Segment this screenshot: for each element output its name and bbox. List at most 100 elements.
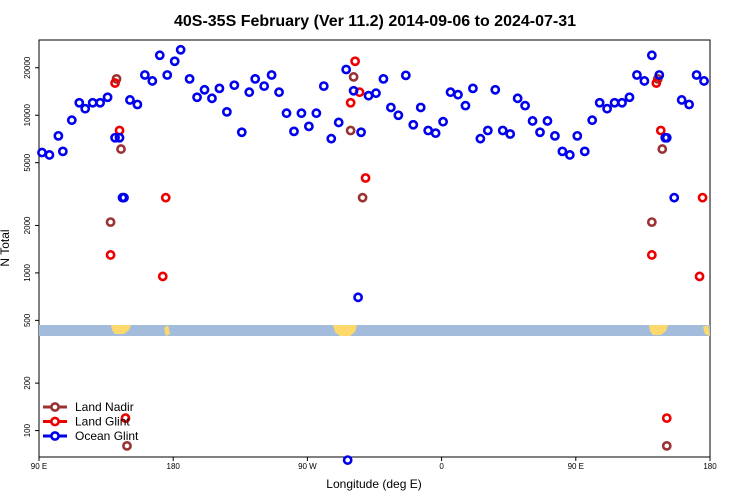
ocean-glint-point [132,99,143,110]
ocean-glint-point [438,116,448,127]
ocean-glint-point [393,110,404,121]
ocean-glint-point [147,76,158,86]
ocean-glint-point [289,126,299,137]
ocean-glint-point [660,132,671,143]
x-tick-label: 90 E [568,462,584,471]
land-nadir-point [357,192,368,203]
ocean-glint-point [311,108,322,119]
ocean-glint-point [221,106,232,117]
ocean-glint-point [95,97,106,108]
land-glint-point [661,413,672,424]
ocean-glint-point [169,56,180,67]
ocean-glint-point [318,81,329,92]
y-tick-label: 2000 [23,216,32,234]
land-nadir-point [122,440,132,451]
land-nadir-point [345,125,356,136]
ocean-glint-point [676,95,687,105]
ocean-glint-point [550,130,560,141]
ocean-glint-point [460,100,471,111]
ocean-glint-point [669,192,680,203]
ocean-glint-point [199,84,210,95]
x-axis-label: Longitude (deg E) [326,477,421,491]
ocean-glint-point [342,455,353,465]
legend-marker-ocean-glint [50,431,60,441]
ocean-glint-point [184,73,195,84]
ocean-glint-point [490,84,501,95]
ocean-glint-point [57,146,68,157]
chart-title: 40S-35S February (Ver 11.2) 2014-09-06 t… [174,13,576,30]
ocean-glint-point [37,147,47,158]
ocean-glint-point [646,50,657,61]
ocean-glint-point [175,44,186,55]
ocean-glint-point [162,70,173,80]
ocean-glint-point [44,150,55,160]
land-patch-new-zealand-repeat [703,325,710,336]
legend-marker-land-glint [50,416,60,427]
ocean-glint-point [326,133,337,144]
world-map-strip [39,325,710,336]
y-tick-label: 100 [23,423,32,437]
ocean-glint-point [505,129,516,139]
ocean-glint-point [274,87,284,98]
ocean-glint-point [415,102,426,113]
land-glint-point [160,192,171,203]
ocean-glint-point [639,76,650,86]
land-nadir-point [116,144,126,154]
ocean-glint-point [87,97,98,108]
land-nadir-point [348,72,359,82]
ocean-glint-point [408,119,419,130]
land-glint-point [697,192,708,203]
land-glint-point [345,97,356,108]
ocean-glint-point [602,103,613,114]
land-nadir-point [657,144,668,154]
land-patch-australia-repeat [649,325,668,335]
legend-label-land-glint: Land Glint [75,415,130,429]
ocean-glint-point [192,92,202,103]
ocean-glint-point [684,99,695,110]
ocean-glint-point [66,115,77,126]
ocean-glint-point [445,87,456,98]
plot-area [37,39,711,465]
ocean-glint-point [281,108,292,119]
ocean-glint-point [632,70,642,80]
y-tick-label: 5000 [23,153,32,171]
legend-label-land-nadir: Land Nadir [75,400,134,414]
land-glint-point [120,413,131,424]
x-tick-label: 180 [167,462,181,471]
ocean-glint-point [423,125,434,136]
ocean-glint-point [542,116,553,126]
ocean-glint-point [564,150,575,160]
land-nadir-point [105,217,116,228]
y-tick-label: 1000 [23,263,32,281]
ocean-glint-point [497,125,508,136]
ocean-glint-point [654,70,665,80]
ocean-glint-point [512,93,523,104]
land-glint-point [157,271,168,282]
ocean-glint-point [363,90,374,101]
land-patch-south-america [333,325,357,336]
y-axis-label: N Total [0,229,12,266]
ocean-glint-point [102,92,113,103]
ocean-glint-point [207,93,217,104]
ocean-glint-point [341,64,352,75]
land-glint-point [651,78,662,88]
ocean-glint-point [594,97,605,108]
x-tick-label: 90 W [298,462,317,471]
x-axis: 90 E 180 90 W 0 90 E 180 [31,457,717,471]
y-axis: 100 200 500 1000 2000 5000 10000 20000 [23,56,39,437]
land-nadir-point [646,217,657,228]
ocean-glint-point [609,97,620,108]
y-tick-label: 500 [23,313,32,327]
ocean-glint-point [430,128,441,139]
ocean-glint-point [579,146,590,157]
ocean-glint-point [236,127,247,138]
ocean-glint-point [119,192,129,203]
ocean-glint-point [378,73,389,84]
ocean-glint-point [691,70,702,80]
ocean-glint-point [244,87,255,98]
ocean-glint-point [110,132,120,143]
y-tick-label: 200 [23,376,32,390]
ocean-glint-point [587,115,598,126]
ocean-glint-point [259,81,270,92]
